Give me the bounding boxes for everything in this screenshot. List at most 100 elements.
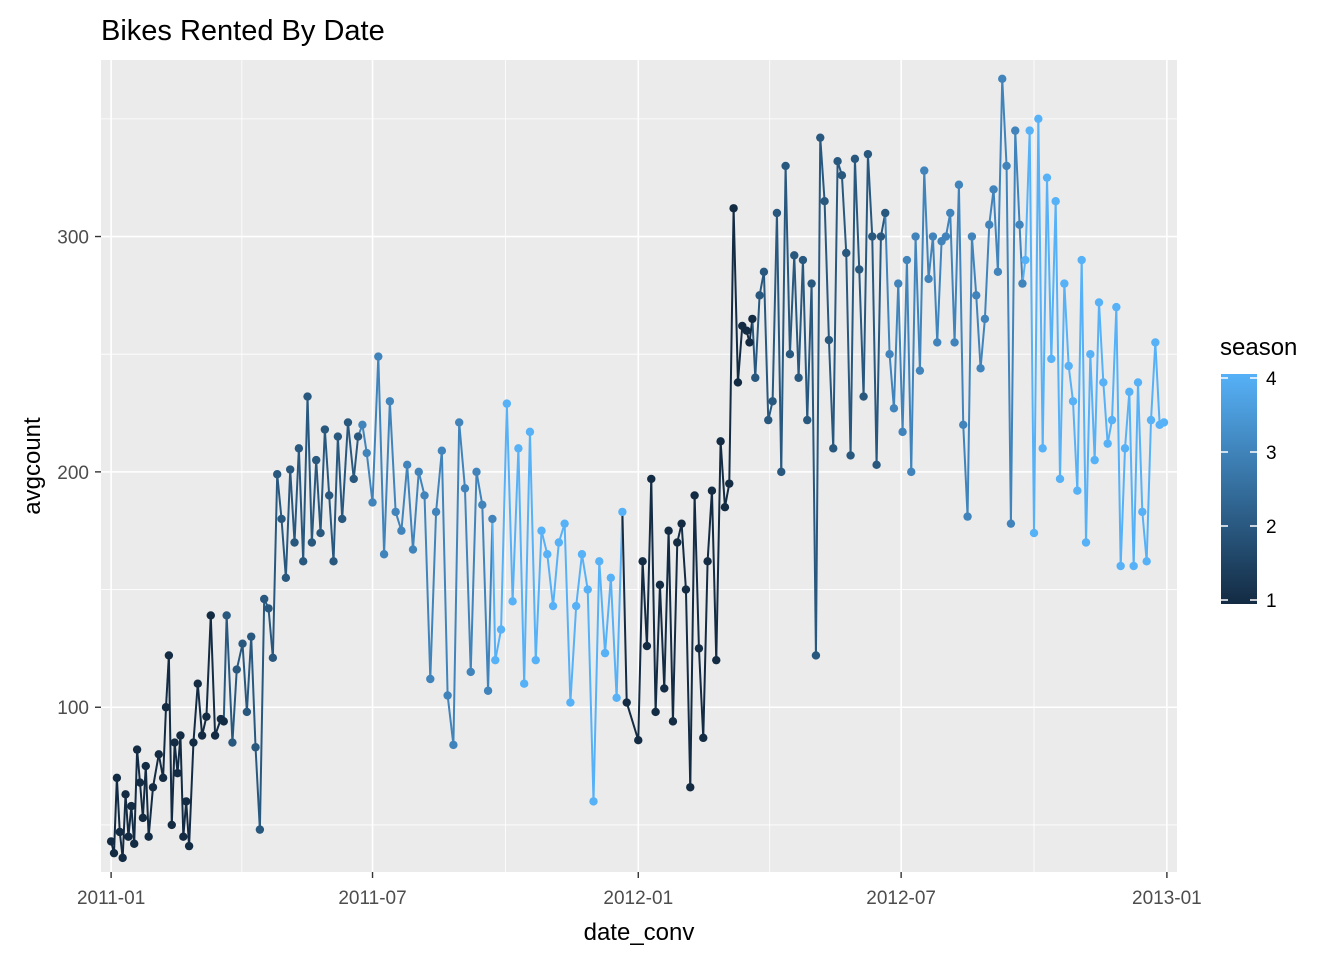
data-line-segment (315, 460, 322, 534)
data-point (571, 601, 581, 611)
data-line-segment (953, 184, 960, 343)
data-point (725, 479, 734, 488)
data-line-segment (293, 448, 300, 543)
data-point (124, 832, 133, 841)
data-line-segment (667, 530, 674, 722)
data-line-segment (580, 554, 589, 590)
data-point (148, 783, 158, 792)
data-line-segment (552, 542, 560, 607)
data-point (454, 418, 464, 427)
data-point (950, 338, 959, 347)
data-point (138, 813, 148, 823)
data-point (531, 655, 540, 665)
data-line-segment (992, 189, 999, 272)
data-line-segment (689, 495, 696, 788)
data-point (502, 399, 512, 408)
data-point (954, 180, 964, 189)
data-point (993, 267, 1003, 277)
data-point (855, 265, 864, 274)
data-point (976, 364, 985, 373)
data-point (876, 232, 886, 241)
data-line-segment (1115, 307, 1122, 567)
data-point (426, 674, 435, 684)
data-line-segment (167, 655, 173, 825)
data-point (1038, 444, 1047, 453)
data-line-segment (563, 523, 572, 703)
data-line-segment (1009, 130, 1017, 524)
data-line-segment (702, 561, 709, 738)
data-line-segment (905, 260, 913, 472)
data-line-segment (365, 452, 374, 503)
data-point (907, 467, 916, 477)
data-point (460, 484, 470, 493)
data-line-segment (1072, 401, 1079, 491)
data-point (353, 432, 363, 441)
data-line-segment (1150, 342, 1157, 421)
data-point (449, 740, 458, 750)
data-point (316, 528, 325, 538)
data-point (228, 738, 237, 747)
data-line-segment (884, 212, 891, 355)
data-line-segment (706, 490, 713, 562)
data-point (622, 698, 631, 707)
data-line-segment (797, 260, 804, 378)
data-point (491, 655, 500, 665)
data-line-segment (289, 469, 296, 543)
data-line-segment (446, 695, 455, 746)
data-line-segment (1028, 130, 1036, 534)
data-point (690, 491, 699, 500)
data-line-segment (481, 504, 490, 691)
data-point (846, 451, 855, 460)
data-line-segment (1001, 78, 1008, 166)
data-line-segment (1014, 130, 1021, 225)
data-point (1129, 561, 1138, 571)
data-point (660, 684, 669, 693)
data-line-segment (136, 749, 141, 783)
data-line-segment (949, 212, 956, 343)
data-point (668, 717, 678, 726)
data-point (337, 514, 347, 524)
data-point (247, 632, 256, 641)
data-point (842, 248, 851, 258)
data-lines (110, 78, 1165, 858)
data-point (106, 837, 116, 846)
data-point (837, 171, 847, 180)
data-point (868, 232, 877, 241)
data-line-segment (361, 424, 368, 454)
data-point (251, 743, 260, 752)
data-point (255, 825, 265, 834)
data-point (1159, 418, 1169, 427)
data-line-segment (241, 643, 248, 713)
data-line-segment (423, 495, 432, 680)
data-line-segment (715, 441, 722, 661)
data-point (924, 274, 933, 284)
data-point (824, 335, 834, 345)
data-point (135, 778, 145, 787)
data-point (299, 557, 308, 566)
data-point (358, 420, 367, 430)
data-point (193, 679, 202, 688)
data-point (1094, 298, 1104, 307)
data-line-segment (728, 208, 735, 484)
data-point (397, 526, 406, 535)
data-line-segment (671, 542, 679, 722)
data-point (1047, 354, 1056, 364)
data-line-segment (1137, 382, 1144, 512)
data-line-segment (188, 742, 195, 847)
data-line-segment (475, 471, 484, 506)
data-line-segment (892, 283, 900, 409)
data-line-segment (546, 554, 555, 607)
data-point (1002, 161, 1011, 171)
data-point (1077, 255, 1086, 265)
x-tick-label: 2013-01 (1132, 888, 1202, 909)
data-line-segment (684, 589, 692, 788)
data-point (472, 467, 481, 477)
data-point (466, 667, 475, 677)
data-point (307, 538, 317, 547)
data-point (443, 691, 452, 700)
data-point (478, 500, 487, 510)
data-point (379, 550, 389, 559)
data-line-segment (810, 283, 817, 656)
data-point (281, 573, 291, 582)
data-point (946, 208, 955, 218)
